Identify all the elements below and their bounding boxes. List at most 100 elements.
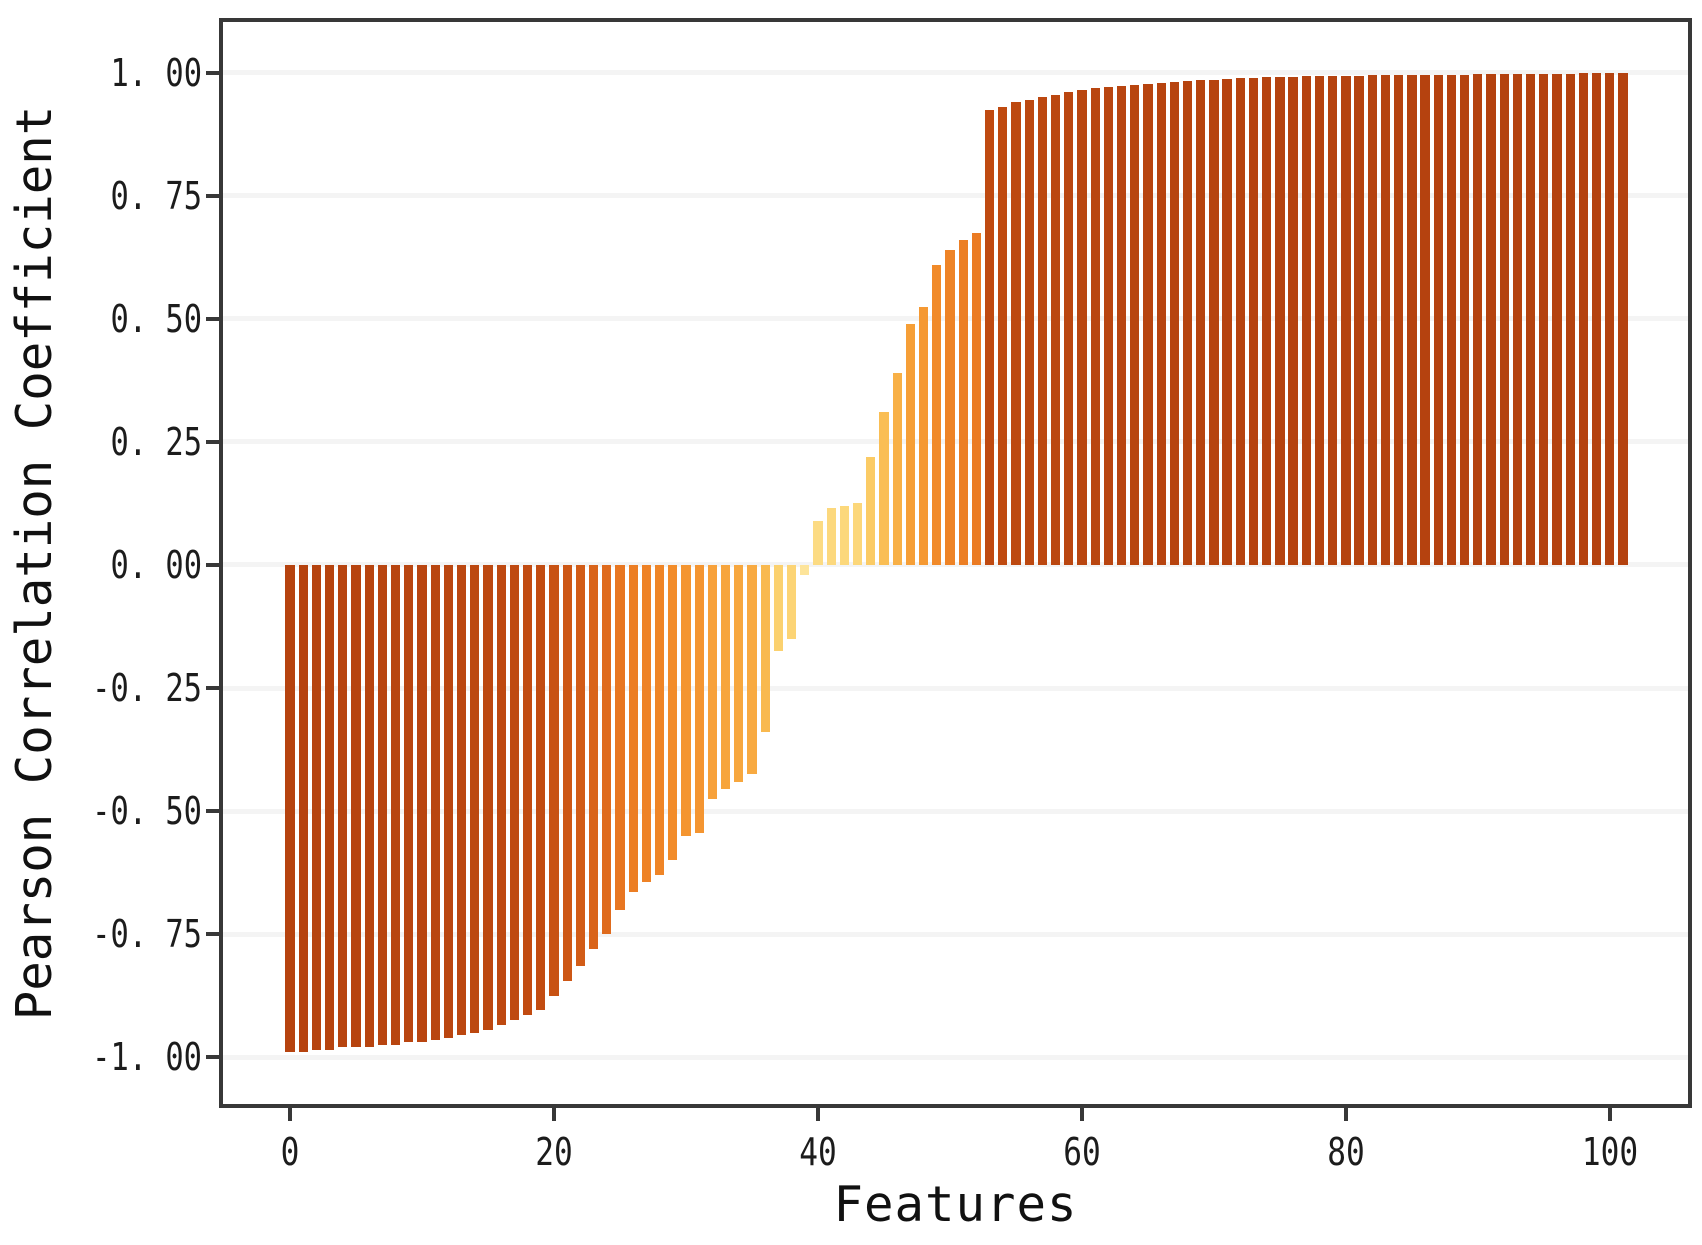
- bar: [984, 109, 995, 565]
- bar: [1473, 74, 1483, 565]
- x-tick: [552, 1108, 556, 1121]
- gridline: [223, 685, 1688, 691]
- bar: [1486, 74, 1496, 565]
- bar: [575, 564, 586, 967]
- bar: [522, 564, 533, 1016]
- y-tick-label: -1. 00: [92, 1035, 202, 1080]
- bar: [1064, 92, 1074, 565]
- bar: [668, 564, 678, 861]
- bar: [800, 564, 810, 575]
- bar: [1460, 74, 1470, 565]
- bar: [457, 564, 467, 1036]
- gridline: [223, 316, 1688, 322]
- y-tick: [206, 809, 219, 814]
- bar: [1565, 73, 1575, 565]
- bar: [536, 564, 546, 1011]
- bar: [1103, 87, 1113, 565]
- y-tick-label: -0. 75: [92, 912, 202, 957]
- bars-layer: [223, 22, 1688, 1104]
- x-tick-label: 80: [1327, 1130, 1365, 1174]
- bar: [1011, 102, 1021, 565]
- bar: [1262, 77, 1272, 565]
- bar: [430, 564, 440, 1040]
- bar: [1169, 81, 1179, 565]
- bar: [496, 564, 506, 1026]
- gridline: [223, 808, 1688, 814]
- bar: [773, 564, 783, 652]
- y-tick-label: 0. 25: [110, 419, 202, 464]
- bar: [879, 412, 889, 565]
- y-tick-label: 1. 00: [110, 50, 202, 95]
- x-tick: [815, 1108, 820, 1121]
- bar: [1130, 84, 1140, 565]
- x-tick-label: 40: [799, 1130, 837, 1174]
- bar: [1380, 75, 1391, 565]
- bar: [1301, 76, 1311, 565]
- bar: [681, 564, 691, 836]
- bar: [1578, 73, 1589, 565]
- bar: [1420, 74, 1430, 565]
- bar: [1499, 74, 1509, 565]
- bar: [839, 505, 849, 565]
- bar: [734, 564, 744, 782]
- bar: [932, 264, 942, 565]
- x-tick-label: 20: [535, 1130, 573, 1174]
- bar: [417, 564, 427, 1043]
- bar: [483, 564, 493, 1031]
- bar: [826, 508, 836, 565]
- x-tick: [1079, 1108, 1084, 1121]
- bar: [509, 564, 520, 1021]
- bar: [1394, 75, 1404, 565]
- bar: [694, 564, 704, 834]
- gridline: [223, 931, 1688, 937]
- y-tick-label: 0. 00: [110, 542, 202, 587]
- bar: [1552, 73, 1562, 565]
- bar: [377, 564, 388, 1045]
- gridline: [223, 70, 1688, 76]
- bar: [747, 564, 757, 775]
- y-tick-label: -0. 25: [92, 666, 202, 711]
- bar: [1512, 74, 1523, 565]
- bar: [470, 564, 480, 1033]
- gridline: [223, 193, 1688, 199]
- bar: [1592, 73, 1602, 565]
- bar: [1526, 73, 1536, 565]
- bar: [325, 564, 335, 1050]
- bar: [720, 564, 731, 789]
- bar: [866, 456, 876, 565]
- y-tick: [206, 932, 219, 937]
- bar: [562, 564, 572, 981]
- y-tick: [206, 70, 219, 75]
- x-tick-label: 100: [1581, 1130, 1638, 1174]
- plot-area: [219, 18, 1692, 1108]
- bar: [1618, 72, 1628, 565]
- bar: [628, 564, 638, 893]
- bar: [1275, 76, 1285, 565]
- bar: [760, 564, 770, 733]
- bar: [1077, 89, 1087, 565]
- bar: [1539, 73, 1549, 565]
- bar: [1367, 75, 1377, 565]
- bar: [1037, 97, 1047, 565]
- bar: [852, 503, 863, 565]
- bar: [786, 564, 797, 639]
- bar: [1090, 88, 1100, 565]
- y-tick: [206, 686, 219, 691]
- bar: [958, 240, 968, 565]
- bar: [602, 564, 612, 935]
- bar: [588, 564, 599, 949]
- bar: [945, 249, 955, 565]
- bar: [311, 564, 322, 1050]
- y-tick-label: 0. 50: [110, 296, 202, 341]
- grid-layer: [223, 22, 1688, 1104]
- y-tick: [206, 562, 219, 567]
- gridline: [223, 1054, 1688, 1060]
- y-tick-label: -0. 50: [92, 789, 202, 834]
- bar: [615, 564, 625, 910]
- bar: [1328, 75, 1338, 565]
- bar: [1248, 77, 1259, 565]
- bar: [1209, 79, 1219, 565]
- bar: [1314, 76, 1325, 565]
- bar: [1407, 75, 1417, 565]
